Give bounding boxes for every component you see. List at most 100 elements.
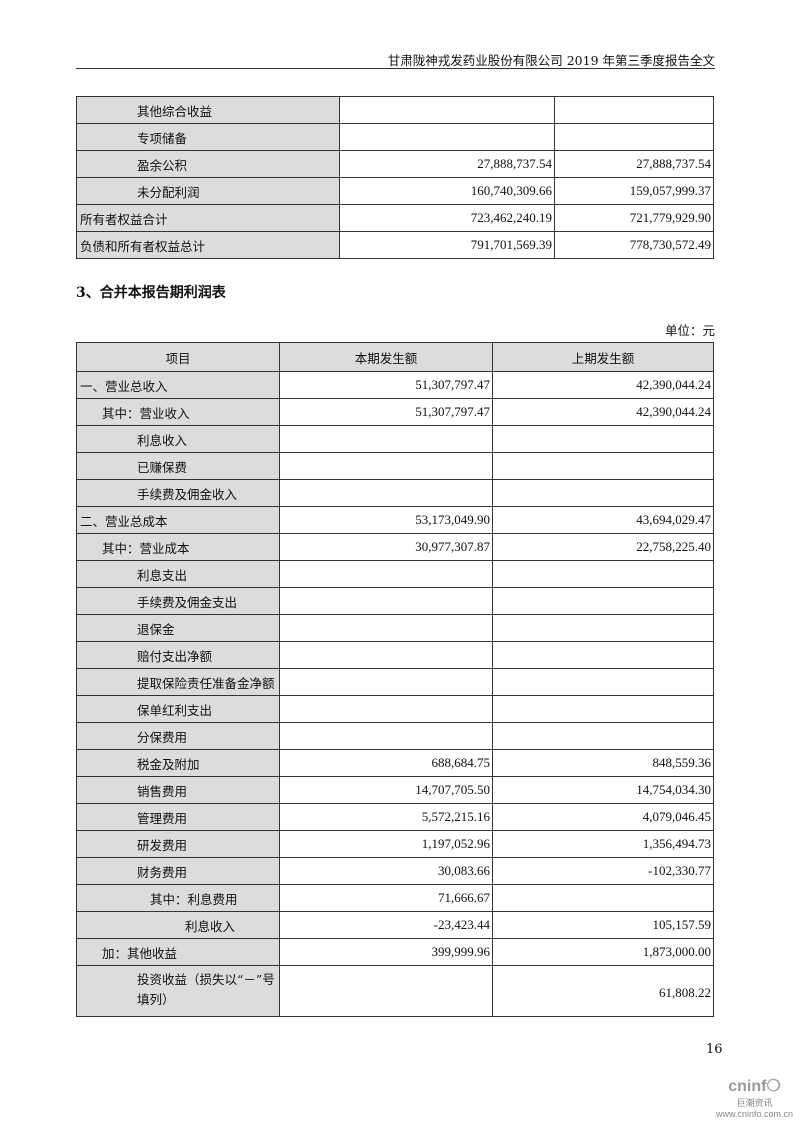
table-row: 盈余公积 27,888,737.54 27,888,737.54 bbox=[76, 150, 714, 178]
table-row: 未分配利润 160,740,309.66 159,057,999.37 bbox=[76, 177, 714, 205]
previous-period-value: 159,057,999.37 bbox=[554, 177, 714, 205]
row-label: 手续费及佣金收入 bbox=[76, 479, 280, 507]
table-row: 手续费及佣金收入 bbox=[76, 479, 714, 507]
row-label: 负债和所有者权益总计 bbox=[76, 231, 340, 259]
row-label: 赔付支出净额 bbox=[76, 641, 280, 669]
logo-mark-icon: ❍ bbox=[766, 1078, 781, 1095]
row-label: 加：其他收益 bbox=[76, 938, 280, 966]
current-period-value: 30,083.66 bbox=[279, 857, 493, 885]
previous-period-value bbox=[492, 695, 714, 723]
row-label: 分保费用 bbox=[76, 722, 280, 750]
table-row: 专项储备 bbox=[76, 123, 714, 151]
previous-period-value: 27,888,737.54 bbox=[554, 150, 714, 178]
row-label: 投资收益（损失以“－”号填列） bbox=[76, 965, 280, 1017]
page-header: 甘肃陇神戎发药业股份有限公司 2019 年第三季度报告全文 bbox=[76, 50, 715, 69]
previous-period-value: 61,808.22 bbox=[492, 965, 714, 1017]
previous-period-value bbox=[492, 560, 714, 588]
table-row: 利息收入 -23,423.44 105,157.59 bbox=[76, 911, 714, 939]
current-period-value bbox=[279, 425, 493, 453]
income-statement-table: 项目 本期发生额 上期发生额 一、营业总收入 51,307,797.47 42,39… bbox=[76, 342, 714, 1017]
previous-period-value: 22,758,225.40 bbox=[492, 533, 714, 561]
table-row: 已赚保费 bbox=[76, 452, 714, 480]
table-row: 其中：营业成本 30,977,307.87 22,758,225.40 bbox=[76, 533, 714, 561]
column-header-item: 项目 bbox=[76, 342, 280, 372]
current-period-value bbox=[279, 587, 493, 615]
previous-period-value bbox=[492, 884, 714, 912]
table-row: 财务费用 30,083.66 -102,330.77 bbox=[76, 857, 714, 885]
table-row: 提取保险责任准备金净额 bbox=[76, 668, 714, 696]
row-label: 税金及附加 bbox=[76, 749, 280, 777]
table-row: 研发费用 1,197,052.96 1,356,494.73 bbox=[76, 830, 714, 858]
table-row: 其中：营业收入 51,307,797.47 42,390,044.24 bbox=[76, 398, 714, 426]
previous-period-value bbox=[492, 479, 714, 507]
logo-cn: 巨潮资讯 bbox=[736, 1098, 773, 1108]
current-period-value bbox=[279, 614, 493, 642]
row-label: 专项储备 bbox=[76, 123, 340, 151]
row-label: 未分配利润 bbox=[76, 177, 340, 205]
row-label: 所有者权益合计 bbox=[76, 204, 340, 232]
current-period-value: 399,999.96 bbox=[279, 938, 493, 966]
row-label: 利息收入 bbox=[76, 911, 280, 939]
previous-period-value: 778,730,572.49 bbox=[554, 231, 714, 259]
table-row: 保单红利支出 bbox=[76, 695, 714, 723]
section-title: 3、合并本报告期利润表 bbox=[76, 285, 226, 301]
previous-period-value: 721,779,929.90 bbox=[554, 204, 714, 232]
current-period-value bbox=[279, 641, 493, 669]
previous-period-value bbox=[492, 722, 714, 750]
current-period-value bbox=[339, 96, 555, 124]
table-header-row: 项目 本期发生额 上期发生额 bbox=[76, 342, 714, 372]
previous-period-value bbox=[554, 123, 714, 151]
table-row: 利息收入 bbox=[76, 425, 714, 453]
current-period-value: 791,701,569.39 bbox=[339, 231, 555, 259]
row-label: 其中：营业成本 bbox=[76, 533, 280, 561]
current-period-value bbox=[279, 722, 493, 750]
current-period-value bbox=[279, 965, 493, 1017]
logo-brand: cninf❍ bbox=[728, 1078, 781, 1095]
row-label: 管理费用 bbox=[76, 803, 280, 831]
current-period-value: 14,707,705.50 bbox=[279, 776, 493, 804]
table-row: 管理费用 5,572,215.16 4,079,046.45 bbox=[76, 803, 714, 831]
row-label: 盈余公积 bbox=[76, 150, 340, 178]
table-row: 退保金 bbox=[76, 614, 714, 642]
previous-period-value: 105,157.59 bbox=[492, 911, 714, 939]
previous-period-value: 848,559.36 bbox=[492, 749, 714, 777]
column-header-current: 本期发生额 bbox=[279, 342, 493, 372]
current-period-value: 71,666.67 bbox=[279, 884, 493, 912]
previous-period-value: -102,330.77 bbox=[492, 857, 714, 885]
previous-period-value bbox=[492, 614, 714, 642]
table-row: 投资收益（损失以“－”号填列） 61,808.22 bbox=[76, 965, 714, 1017]
table-row: 销售费用 14,707,705.50 14,754,034.30 bbox=[76, 776, 714, 804]
table-row: 其中：利息费用 71,666.67 bbox=[76, 884, 714, 912]
table-row: 手续费及佣金支出 bbox=[76, 587, 714, 615]
current-period-value: 723,462,240.19 bbox=[339, 204, 555, 232]
row-label: 其中：营业收入 bbox=[76, 398, 280, 426]
table-row: 加：其他收益 399,999.96 1,873,000.00 bbox=[76, 938, 714, 966]
balance-sheet-tail-table: 其他综合收益 专项储备 盈余公积 27,888,737.54 27,888,737.54… bbox=[76, 96, 714, 259]
current-period-value bbox=[279, 452, 493, 480]
row-label: 研发费用 bbox=[76, 830, 280, 858]
table-row: 利息支出 bbox=[76, 560, 714, 588]
table-row: 二、营业总成本 53,173,049.90 43,694,029.47 bbox=[76, 506, 714, 534]
current-period-value: 1,197,052.96 bbox=[279, 830, 493, 858]
previous-period-value: 1,356,494.73 bbox=[492, 830, 714, 858]
row-label: 退保金 bbox=[76, 614, 280, 642]
previous-period-value: 1,873,000.00 bbox=[492, 938, 714, 966]
row-label: 其中：利息费用 bbox=[76, 884, 280, 912]
column-header-previous: 上期发生额 bbox=[492, 342, 714, 372]
previous-period-value: 14,754,034.30 bbox=[492, 776, 714, 804]
previous-period-value bbox=[492, 587, 714, 615]
current-period-value: 51,307,797.47 bbox=[279, 398, 493, 426]
cninfo-logo: cninf❍ 巨潮资讯 www.cninfo.com.cn bbox=[716, 1076, 793, 1119]
row-label: 销售费用 bbox=[76, 776, 280, 804]
previous-period-value bbox=[492, 425, 714, 453]
current-period-value: 160,740,309.66 bbox=[339, 177, 555, 205]
row-label: 二、营业总成本 bbox=[76, 506, 280, 534]
previous-period-value: 43,694,029.47 bbox=[492, 506, 714, 534]
current-period-value bbox=[279, 695, 493, 723]
previous-period-value: 42,390,044.24 bbox=[492, 398, 714, 426]
current-period-value bbox=[279, 560, 493, 588]
page-number: 16 bbox=[706, 1042, 723, 1057]
current-period-value bbox=[339, 123, 555, 151]
row-label: 保单红利支出 bbox=[76, 695, 280, 723]
current-period-value: 51,307,797.47 bbox=[279, 371, 493, 399]
